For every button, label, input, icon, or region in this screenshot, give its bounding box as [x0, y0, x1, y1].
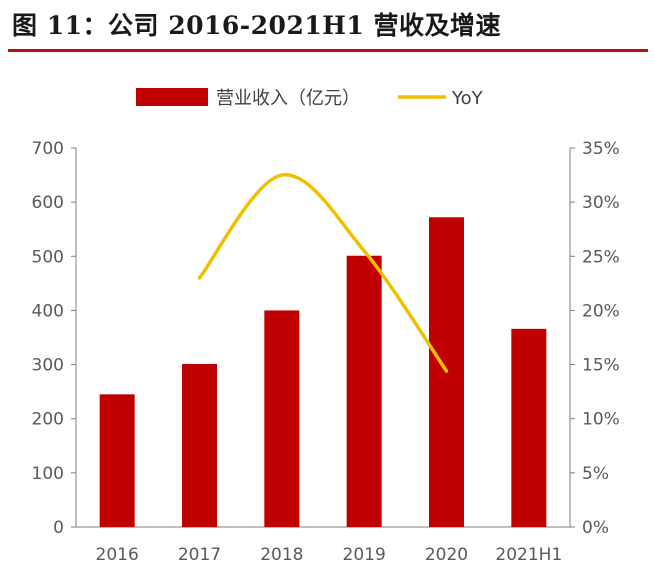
revenue-bar: [99, 394, 135, 527]
right-axis-tick-label: 10%: [582, 410, 620, 430]
left-axis-tick-label: 300: [32, 356, 64, 376]
x-axis-category-label: 2017: [178, 545, 221, 565]
legend-swatch-revenue: [136, 88, 208, 106]
x-axis-category-label: 2016: [96, 545, 139, 565]
right-axis-tick-label: 30%: [582, 193, 620, 213]
left-axis-tick-label: 700: [32, 139, 64, 159]
left-axis-tick-label: 0: [53, 518, 64, 538]
revenue-bar: [264, 310, 300, 527]
right-axis-tick-label: 5%: [582, 464, 609, 484]
revenue-bar: [511, 328, 547, 527]
x-axis-category-label: 2021H1: [495, 545, 562, 565]
right-axis-tick-label: 0%: [582, 518, 609, 538]
x-axis-category-label: 2020: [425, 545, 468, 565]
left-axis-tick-label: 400: [32, 301, 64, 321]
x-axis-category-label: 2018: [260, 545, 303, 565]
legend-label-revenue: 营业收入（亿元）: [216, 88, 360, 109]
right-axis-tick-label: 35%: [582, 139, 620, 159]
revenue-bar: [346, 255, 382, 527]
right-axis-tick-label: 15%: [582, 356, 620, 376]
x-axis-category-label: 2019: [343, 545, 386, 565]
figure-title: 图 11：公司 2016-2021H1 营收及增速: [12, 11, 501, 40]
right-axis-tick-label: 25%: [582, 247, 620, 267]
right-axis-tick-label: 20%: [582, 301, 620, 321]
yoy-line: [197, 173, 449, 373]
legend-label-yoy: YoY: [451, 88, 484, 109]
title-divider: [8, 49, 648, 52]
left-axis-tick-label: 100: [32, 464, 64, 484]
left-axis-tick-label: 600: [32, 193, 64, 213]
left-axis-tick-label: 200: [32, 410, 64, 430]
revenue-bar: [182, 364, 217, 527]
left-axis-tick-label: 500: [32, 247, 64, 267]
